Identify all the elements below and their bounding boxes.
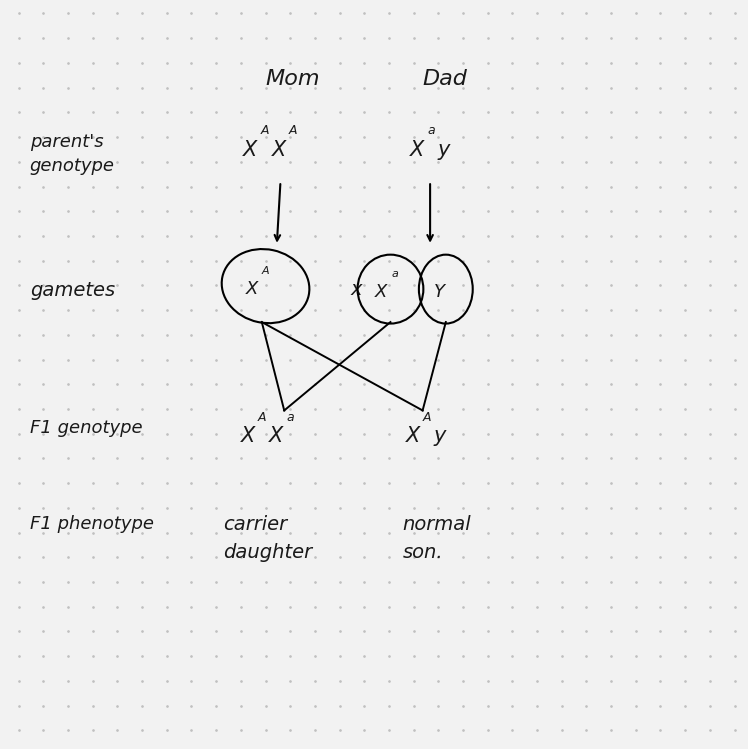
Text: X: X xyxy=(410,140,424,160)
Text: A: A xyxy=(258,411,266,424)
Text: Y: Y xyxy=(434,283,445,301)
Text: gametes: gametes xyxy=(30,281,115,300)
Text: A: A xyxy=(423,411,431,424)
Text: X: X xyxy=(241,426,255,446)
Text: a: a xyxy=(427,124,435,137)
Text: a: a xyxy=(286,411,294,424)
Text: carrier: carrier xyxy=(223,515,287,534)
Text: A: A xyxy=(289,124,297,137)
Text: A: A xyxy=(262,266,269,276)
Text: F1 phenotype: F1 phenotype xyxy=(30,515,154,533)
Text: daughter: daughter xyxy=(223,543,312,562)
Text: X: X xyxy=(269,426,283,446)
Text: A: A xyxy=(260,124,269,137)
Text: X: X xyxy=(243,140,257,160)
Text: normal: normal xyxy=(402,515,471,534)
Text: Dad: Dad xyxy=(423,69,468,88)
Text: X: X xyxy=(245,280,258,298)
Text: x: x xyxy=(350,279,361,299)
Text: Mom: Mom xyxy=(266,69,320,88)
Text: X: X xyxy=(272,140,286,160)
Text: y: y xyxy=(438,140,450,160)
Text: y: y xyxy=(434,426,447,446)
Text: F1 genotype: F1 genotype xyxy=(30,419,143,437)
Text: genotype: genotype xyxy=(30,157,115,175)
Text: parent's: parent's xyxy=(30,133,103,151)
Text: son.: son. xyxy=(402,543,443,562)
Text: X: X xyxy=(405,426,420,446)
Text: a: a xyxy=(391,269,398,279)
Text: X: X xyxy=(375,283,387,301)
